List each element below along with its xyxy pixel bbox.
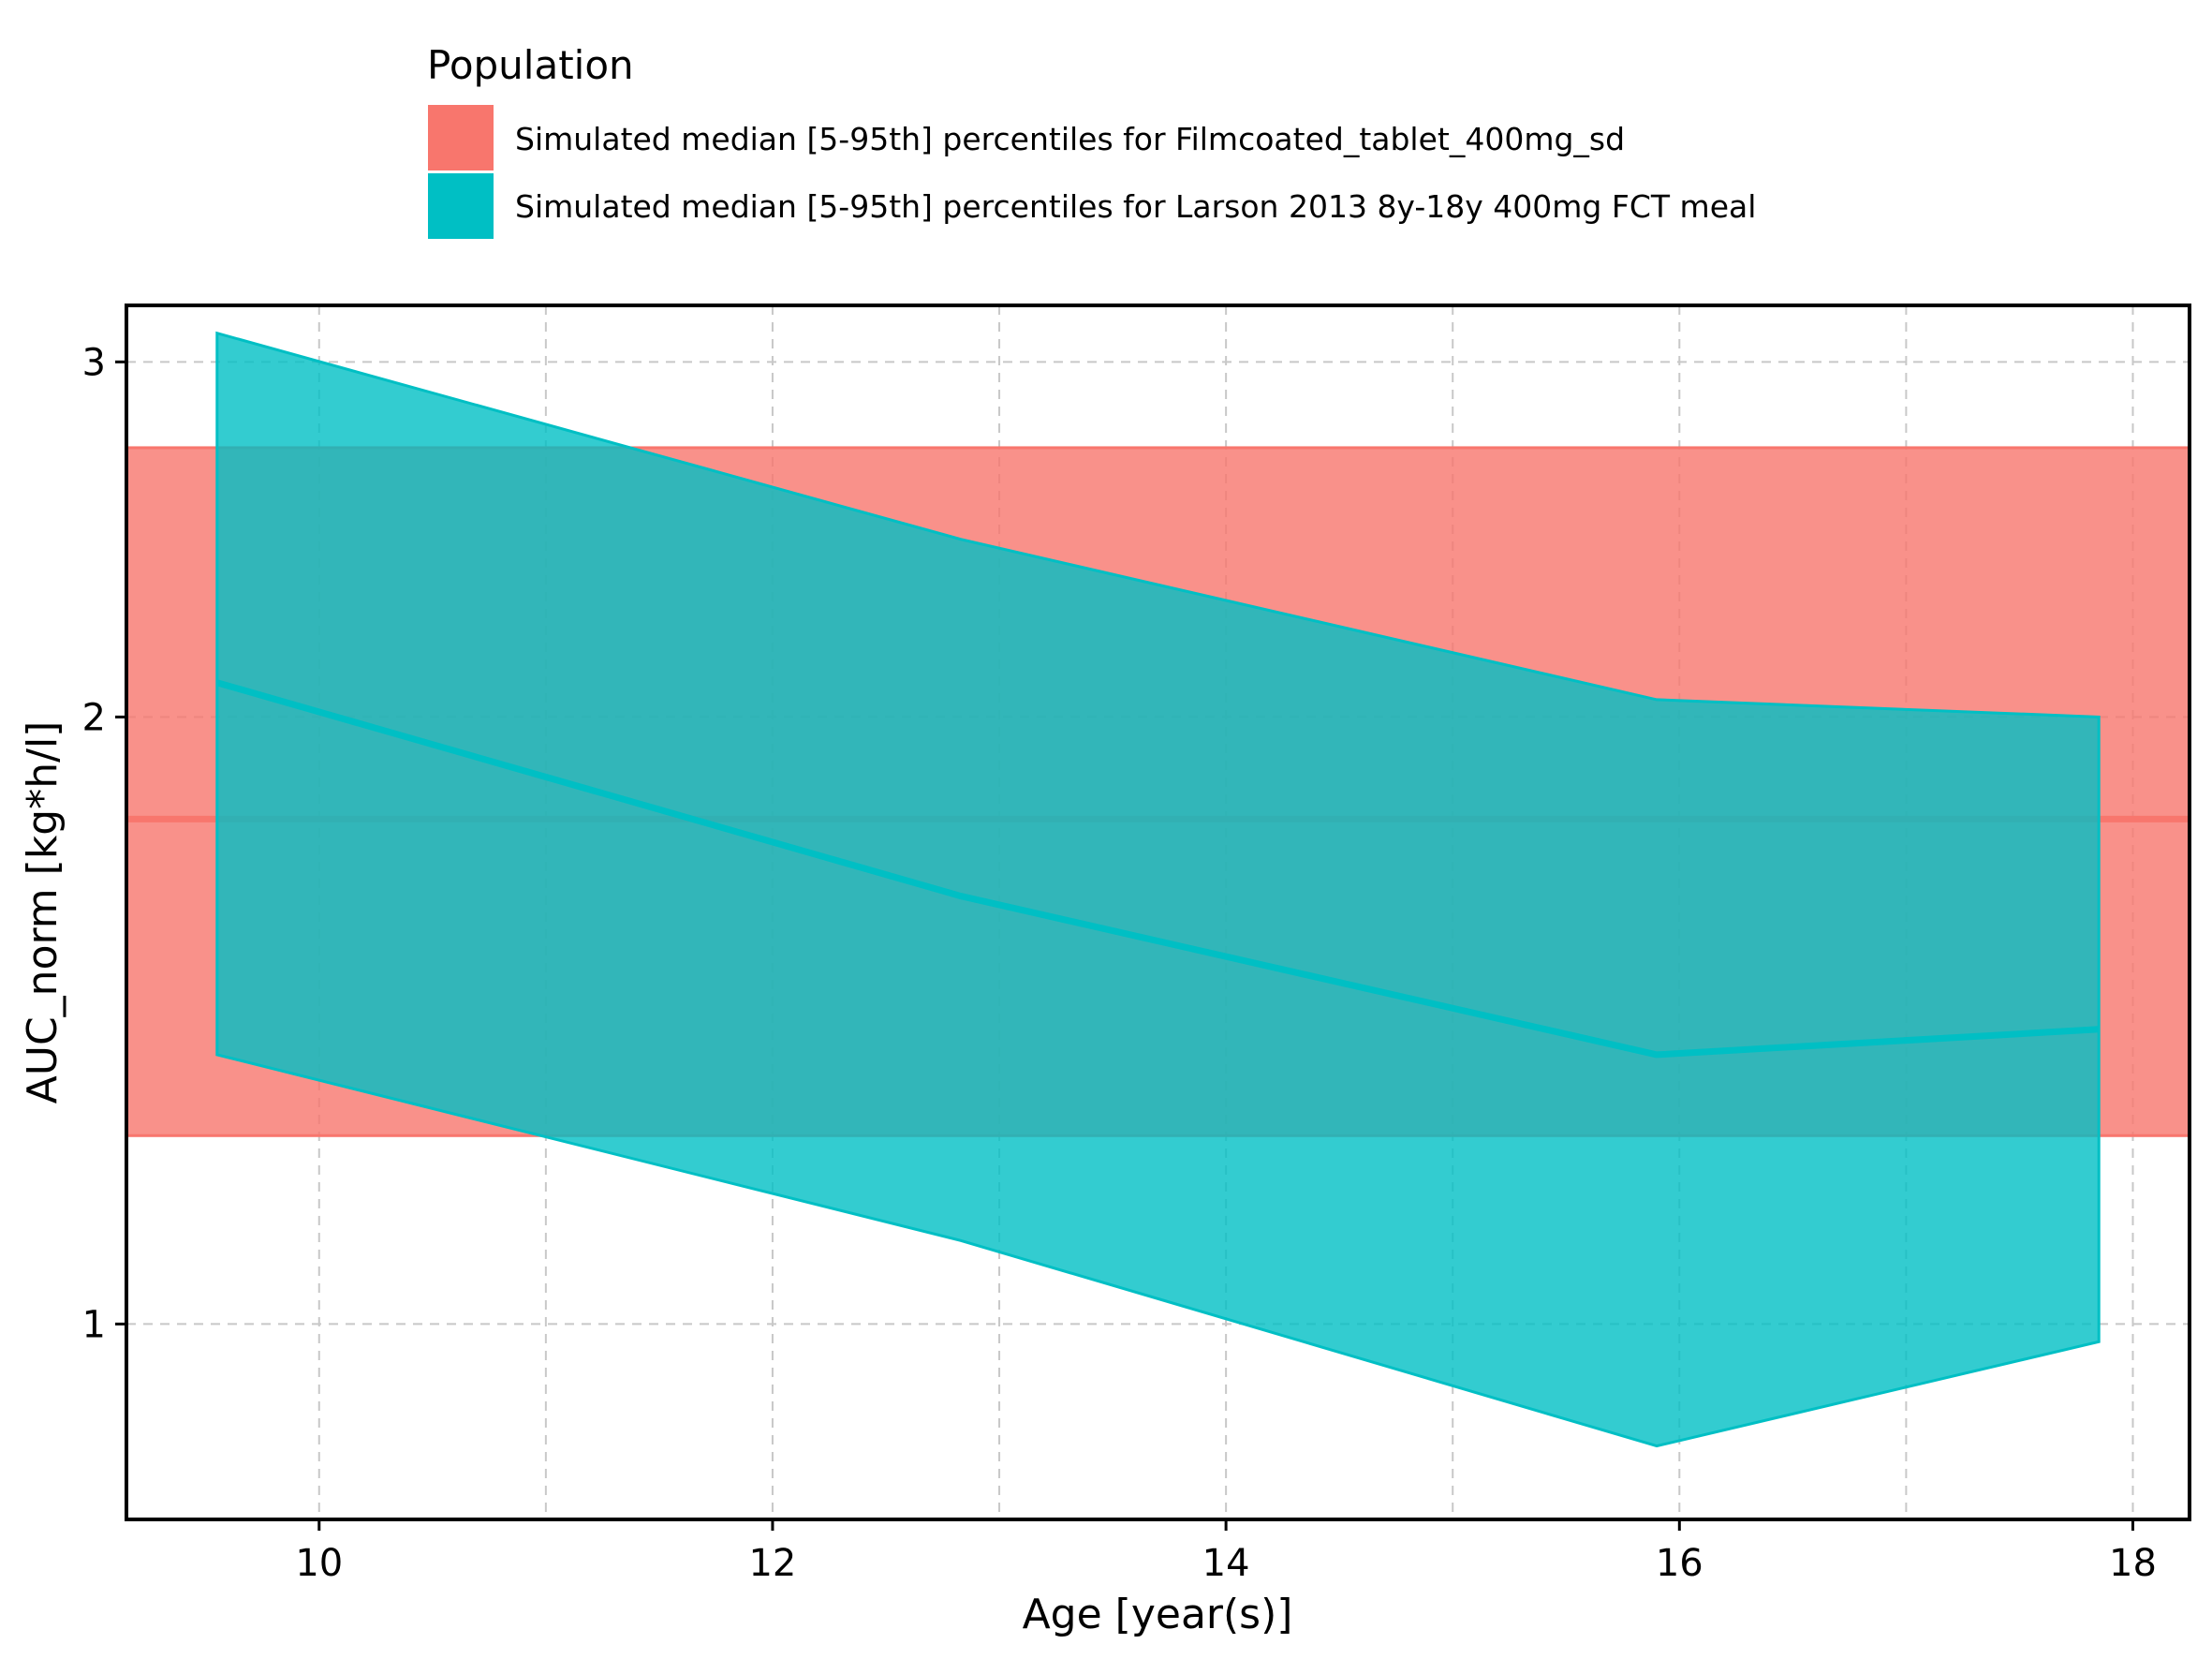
legend-label-larson-2013: Simulated median [5-95th] percentiles fo… (515, 188, 1756, 225)
y-axis-title: AUC_norm [kg*h/l] (19, 721, 66, 1104)
y-axis: 1 2 3 (82, 341, 126, 1346)
y-tick-label: 2 (82, 696, 106, 739)
legend-label-filmcoated-tablet: Simulated median [5-95th] percentiles fo… (515, 121, 1625, 157)
larson-2013-median-line (215, 679, 2100, 1059)
y-tick-label: 3 (82, 341, 106, 384)
x-tick-label: 14 (1202, 1542, 1250, 1585)
x-tick-label: 12 (748, 1542, 796, 1585)
y-tick-label: 1 (82, 1303, 106, 1346)
x-tick-label: 18 (2109, 1542, 2157, 1585)
legend-key-filmcoated-tablet (428, 105, 494, 170)
legend: Population Simulated median [5-95th] per… (427, 42, 1756, 239)
legend-title: Population (427, 42, 634, 88)
x-tick-label: 10 (295, 1542, 343, 1585)
x-tick-label: 16 (1656, 1542, 1703, 1585)
larson-2013-ribbon (215, 331, 2101, 1448)
x-axis-title: Age [year(s)] (1023, 1591, 1293, 1638)
x-axis: 10 12 14 16 18 (295, 1519, 2157, 1585)
plot-border (125, 304, 2191, 1521)
legend-key-larson-2013 (428, 173, 494, 239)
plot-area (125, 331, 2191, 1448)
